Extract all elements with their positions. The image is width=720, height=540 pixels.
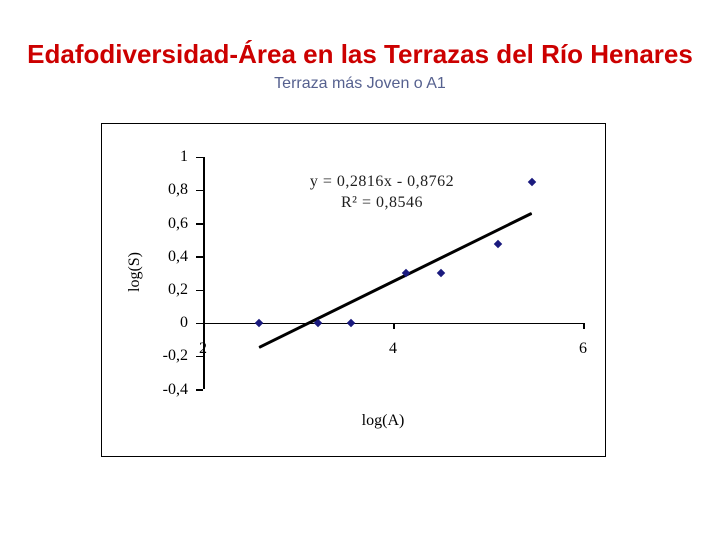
y-axis-tick-label: 1 bbox=[180, 148, 188, 166]
r-squared-text: R² = 0,8546 bbox=[340, 194, 423, 211]
x-axis-tick bbox=[393, 322, 395, 329]
y-axis-tick bbox=[196, 156, 203, 159]
data-point-marker bbox=[494, 239, 503, 248]
x-axis-tick-label: 6 bbox=[579, 340, 587, 357]
y-axis-tick bbox=[196, 389, 203, 391]
y-axis-tick bbox=[196, 355, 203, 358]
y-axis-tick-label: -0,2 bbox=[162, 347, 188, 365]
y-axis-tick-label: 0,4 bbox=[168, 247, 188, 265]
y-axis-tick-label: 0,6 bbox=[168, 214, 188, 232]
x-axis-tick bbox=[583, 322, 585, 329]
y-axis-tick-label: 0,8 bbox=[168, 181, 188, 199]
equation-text: y = 0,2816x - 0,8762 bbox=[309, 173, 455, 190]
y-axis-tick bbox=[196, 289, 203, 291]
y-axis-tick bbox=[196, 322, 203, 325]
chart-frame: y = 0,2816x - 0,8762 R² = 0,8546 log(S) … bbox=[101, 123, 606, 457]
y-axis bbox=[203, 156, 205, 390]
y-axis-tick-label: 0 bbox=[180, 314, 188, 332]
page-title: Edafodiversidad-Área en las Terrazas del… bbox=[27, 39, 693, 69]
y-axis-tick bbox=[196, 189, 203, 192]
x-axis-tick bbox=[203, 322, 205, 329]
trendline bbox=[258, 211, 533, 349]
y-axis-tick-label: -0,4 bbox=[162, 380, 188, 398]
data-point-marker bbox=[436, 268, 445, 277]
x-axis-tick-label: 4 bbox=[389, 340, 397, 357]
trendline-equation: y = 0,2816x - 0,8762 R² = 0,8546 bbox=[310, 171, 454, 213]
data-point-marker bbox=[346, 318, 356, 327]
plot-area: y = 0,2816x - 0,8762 R² = 0,8546 log(S) … bbox=[102, 124, 605, 456]
y-axis-tick bbox=[196, 223, 203, 225]
data-point-marker bbox=[254, 318, 264, 327]
x-axis-title: log(A) bbox=[361, 412, 405, 429]
y-axis-tick bbox=[196, 256, 203, 258]
data-point-marker bbox=[527, 178, 536, 187]
x-axis-tick-label: 2 bbox=[199, 340, 207, 357]
page-subtitle: Terraza más Joven o A1 bbox=[274, 75, 446, 92]
y-axis-tick-label: 0,2 bbox=[168, 281, 188, 298]
